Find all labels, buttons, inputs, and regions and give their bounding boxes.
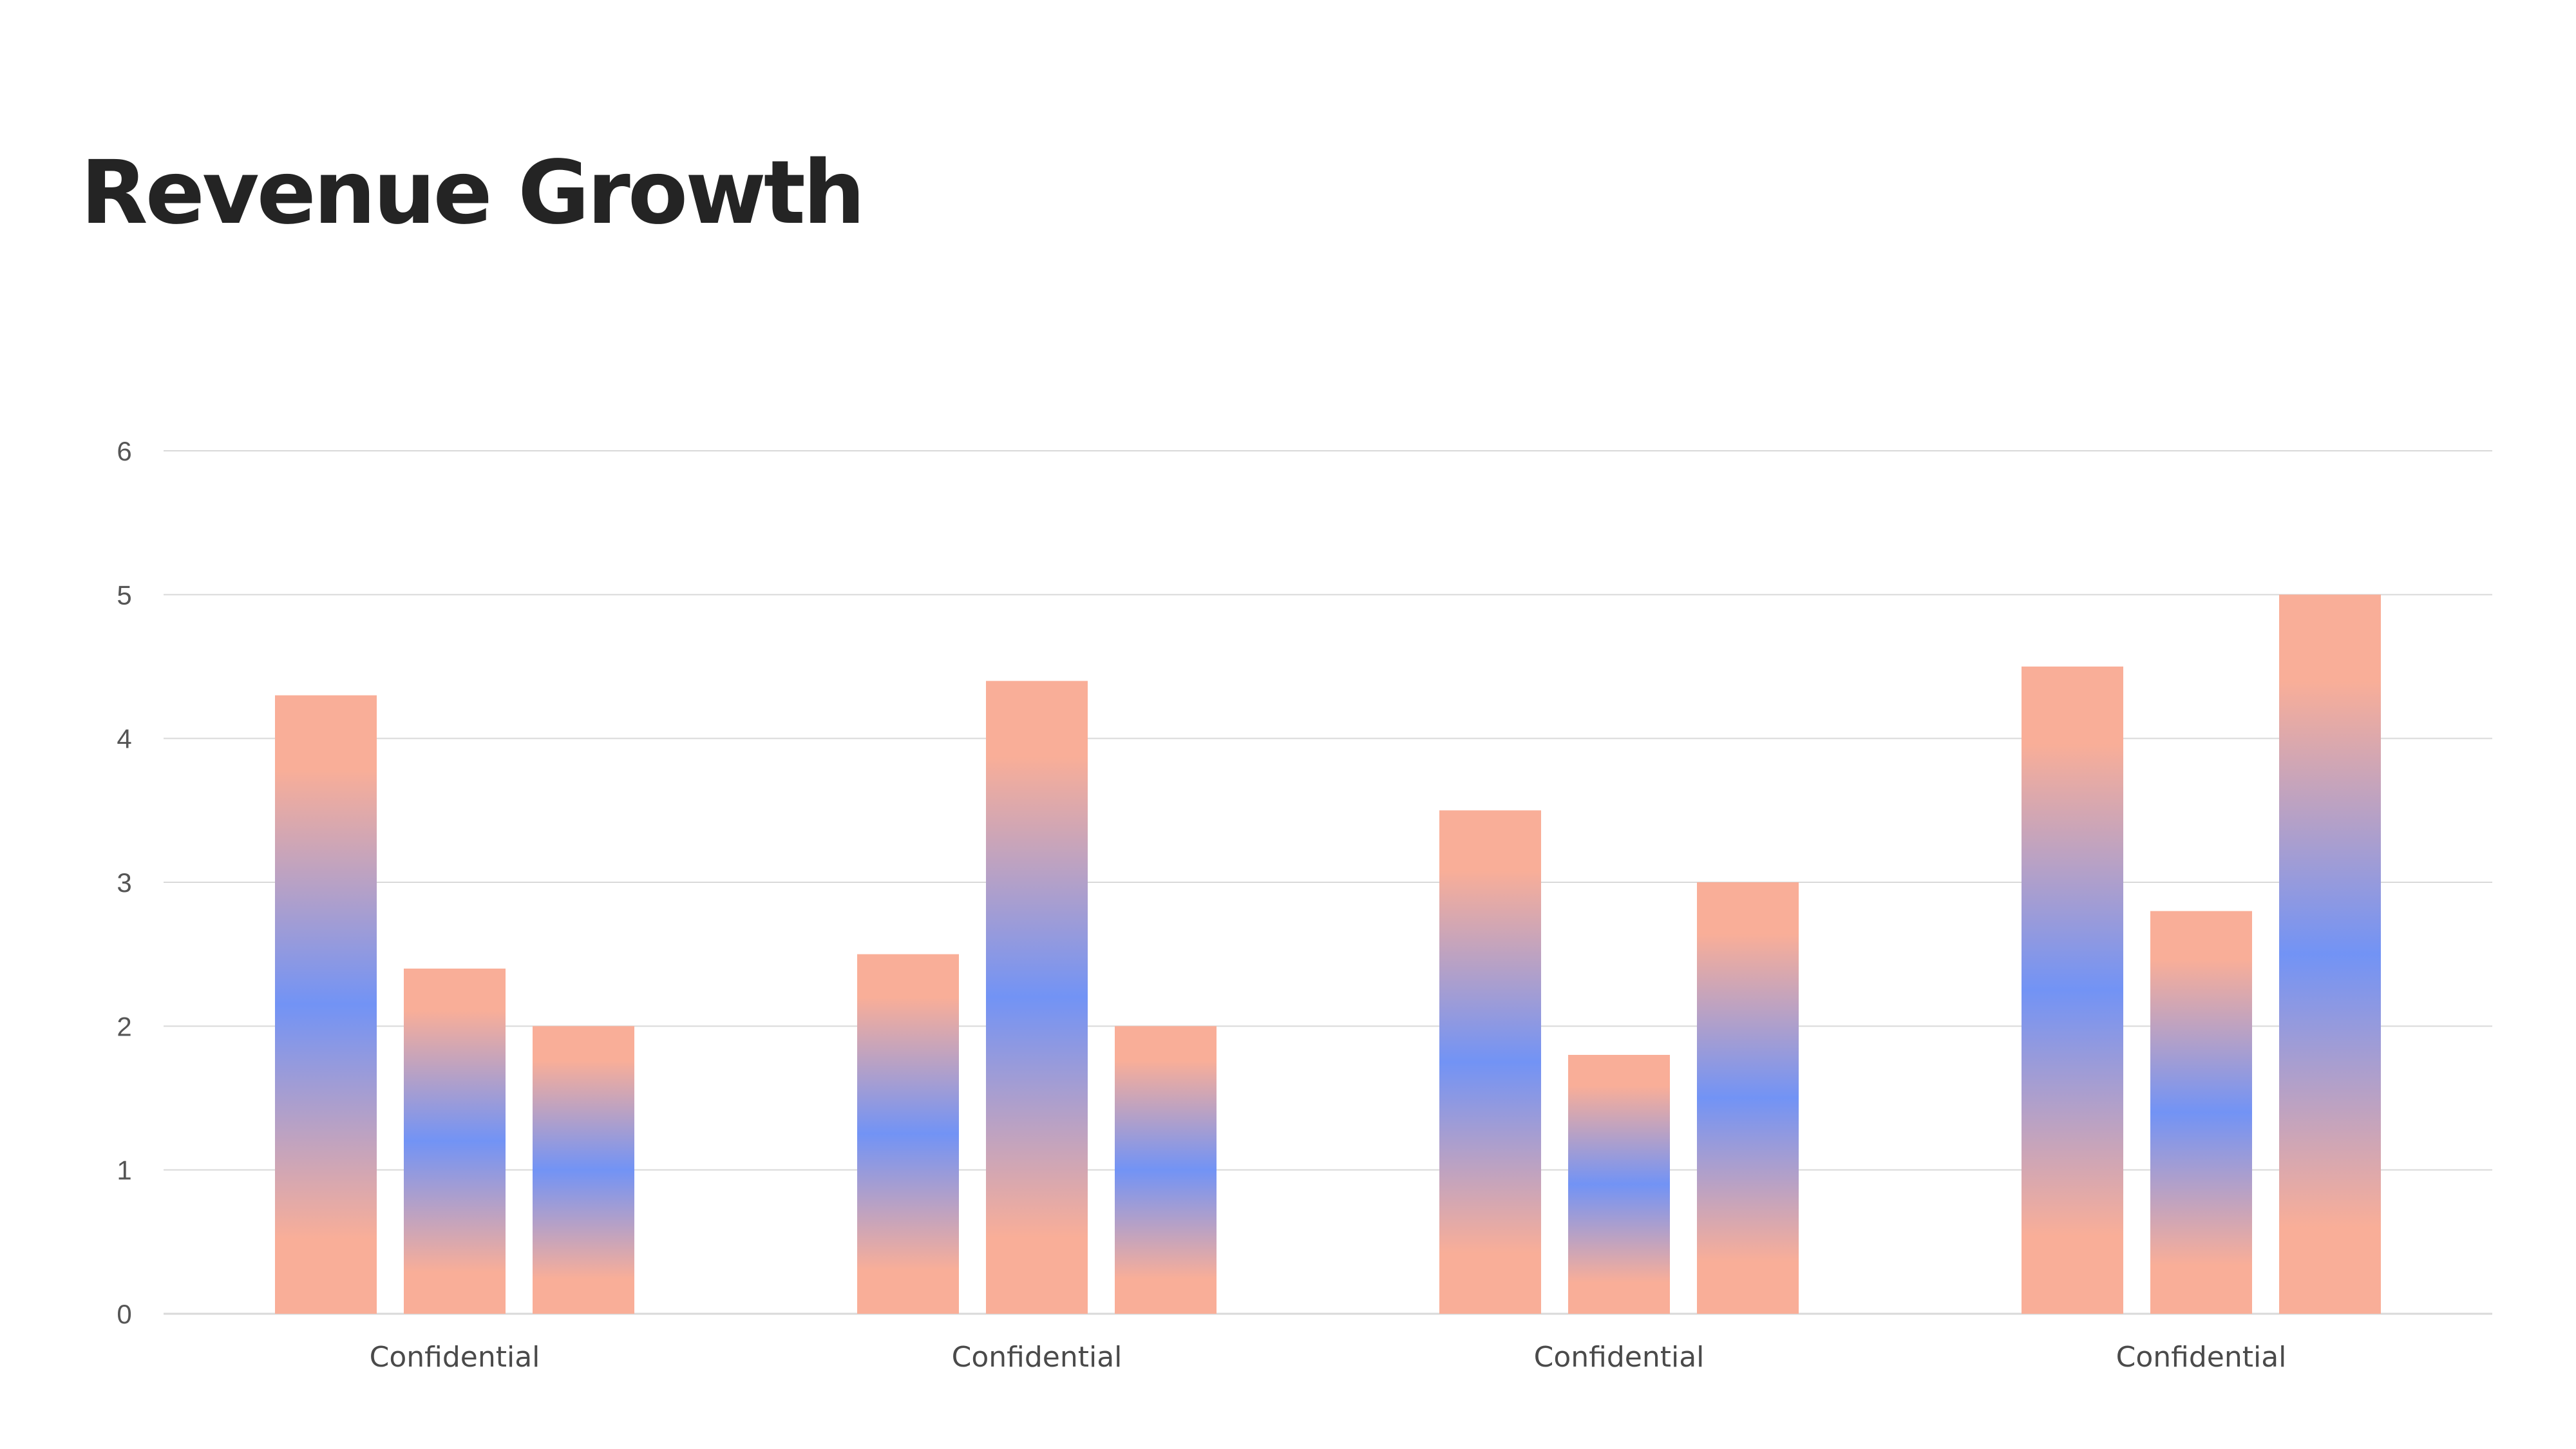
bar <box>1115 1026 1217 1314</box>
gridlines <box>164 450 2492 1315</box>
y-tick-label: 1 <box>117 1155 131 1186</box>
y-tick-label: 2 <box>117 1011 131 1041</box>
bar <box>533 1026 634 1314</box>
bar <box>2279 594 2381 1314</box>
y-tick-label: 3 <box>117 867 131 898</box>
bar <box>986 681 1088 1314</box>
x-category-label: Confidential <box>2116 1341 2287 1374</box>
bar <box>1697 882 1799 1314</box>
bar <box>1568 1055 1670 1314</box>
y-tick-label: 4 <box>117 724 131 754</box>
y-axis-ticks: 0 1 2 3 4 5 6 <box>117 436 131 1329</box>
y-tick-label: 5 <box>117 580 131 610</box>
bar <box>404 969 506 1314</box>
x-category-label: Confidential <box>952 1341 1122 1374</box>
bar <box>2150 911 2252 1314</box>
x-category-label: Confidential <box>1534 1341 1705 1374</box>
page-title: Revenue Growth <box>80 142 866 244</box>
bar <box>857 954 959 1314</box>
bar <box>2022 667 2123 1314</box>
y-tick-label: 0 <box>117 1299 131 1329</box>
y-tick-label: 6 <box>117 436 131 466</box>
x-category-label: Confidential <box>370 1341 540 1374</box>
bar <box>1439 810 1541 1314</box>
x-axis-labels: Confidential Confidential Confidential Conf… <box>370 1341 2287 1374</box>
bars <box>275 594 2381 1314</box>
bar <box>275 695 377 1314</box>
